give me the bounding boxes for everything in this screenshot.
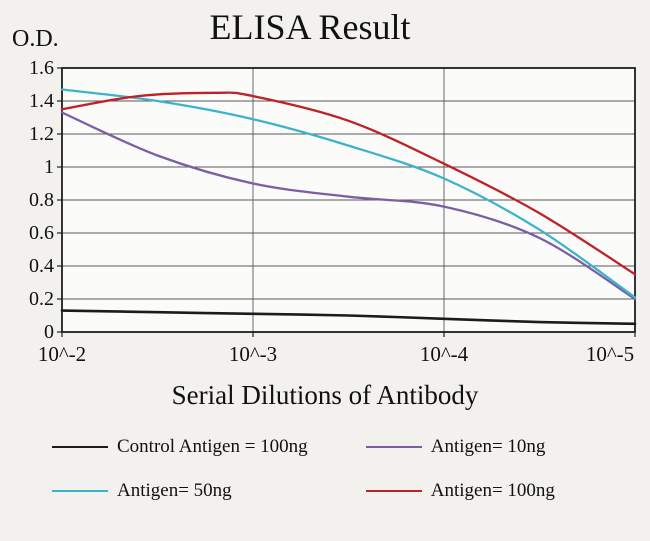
y-tick-label: 0 (44, 321, 54, 343)
legend-line-swatch (365, 446, 422, 448)
legend-item-label: Antigen= 50ng (117, 480, 232, 501)
y-axis-unit-label: O.D. (12, 26, 59, 52)
y-tick-label: 0.2 (29, 288, 54, 310)
x-tick-label: 10^-2 (37, 342, 87, 366)
legend-item: Antigen= 10ng (365, 436, 644, 458)
x-axis-title: Serial Dilutions of Antibody (171, 380, 479, 410)
x-tick-label: 10^-3 (228, 342, 278, 366)
chart-title: ELISA Result (209, 7, 411, 47)
y-tick-label: 1 (44, 156, 54, 178)
y-tick-label: 0.4 (29, 255, 54, 277)
legend: Control Antigen = 100ng Antigen= 10ng Anti… (52, 436, 644, 502)
legend-item: Control Antigen = 100ng (52, 436, 366, 458)
y-tick-label: 1.6 (29, 57, 54, 79)
y-tick-label: 1.2 (29, 123, 54, 145)
legend-item: Antigen= 100ng (365, 480, 644, 502)
x-tick-label: 10^-4 (419, 342, 469, 366)
x-tick-label: 10^-5 (585, 342, 635, 366)
legend-item-label: Antigen= 10ng (430, 436, 546, 457)
legend-item-label: Antigen= 100ng (430, 480, 555, 501)
plot-area (57, 67, 637, 337)
y-tick-label: 1.4 (29, 90, 54, 112)
legend-line-swatch (365, 490, 422, 492)
y-tick-label: 0.8 (29, 189, 54, 211)
legend-item-label: Control Antigen = 100ng (117, 436, 308, 457)
legend-line-swatch (52, 490, 108, 492)
y-tick-label: 0.6 (29, 222, 54, 244)
legend-item: Antigen= 50ng (52, 480, 366, 502)
legend-line-swatch (52, 446, 108, 448)
